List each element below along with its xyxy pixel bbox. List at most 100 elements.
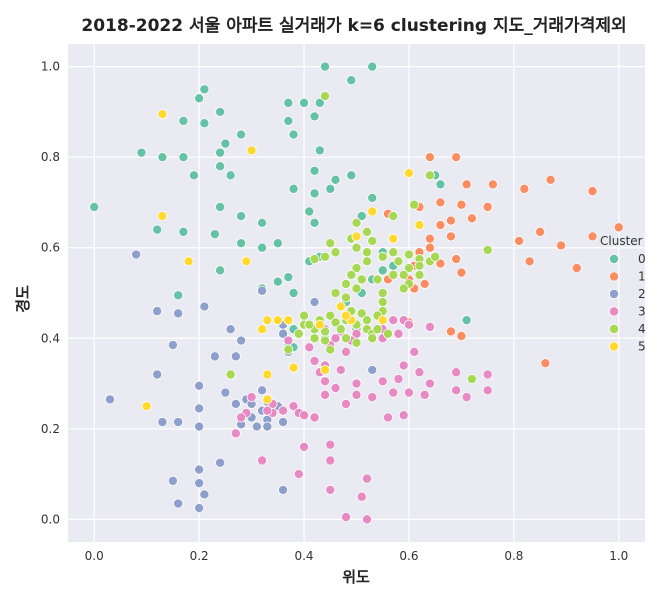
data-point (545, 174, 556, 185)
data-point (257, 385, 268, 396)
data-point (320, 389, 331, 400)
data-point (304, 206, 315, 217)
data-point (262, 315, 273, 326)
y-axis-ticks: 0.0 0.2 0.4 0.6 0.8 1.0 (41, 60, 60, 527)
data-point (587, 231, 598, 242)
legend-marker (609, 341, 620, 352)
data-point (409, 346, 420, 357)
data-point (466, 213, 477, 224)
data-point (194, 478, 205, 489)
data-point (377, 251, 388, 262)
data-point (451, 152, 462, 163)
data-point (173, 290, 184, 301)
data-point (341, 292, 352, 303)
data-point (419, 389, 430, 400)
data-point (220, 387, 231, 398)
data-point (351, 242, 362, 253)
data-point (351, 231, 362, 242)
data-point (351, 263, 362, 274)
data-point (424, 242, 435, 253)
data-point (230, 351, 241, 362)
data-point (262, 421, 273, 432)
data-point (414, 269, 425, 280)
data-point (341, 346, 352, 357)
data-point (220, 138, 231, 149)
data-point (377, 376, 388, 387)
data-point (246, 392, 257, 403)
data-point (215, 265, 226, 276)
data-point (257, 285, 268, 296)
data-point (519, 183, 530, 194)
data-point (262, 394, 273, 405)
data-point (361, 226, 372, 237)
data-point (414, 260, 425, 271)
data-point (309, 297, 320, 308)
data-point (288, 183, 299, 194)
data-point (314, 145, 325, 156)
data-point (320, 335, 331, 346)
data-point (230, 398, 241, 409)
data-point (178, 226, 189, 237)
data-point (257, 324, 268, 335)
data-point (320, 251, 331, 262)
data-point (167, 475, 178, 486)
data-point (178, 115, 189, 126)
data-point (167, 340, 178, 351)
data-point (309, 217, 320, 228)
legend-entry: 4 (638, 322, 646, 336)
data-point (288, 129, 299, 140)
data-point (403, 263, 414, 274)
data-point (325, 455, 336, 466)
data-point (335, 364, 346, 375)
data-point (309, 111, 320, 122)
legend-entry: 3 (638, 305, 646, 319)
data-point (388, 387, 399, 398)
data-point (351, 283, 362, 294)
data-point (309, 355, 320, 366)
data-point (225, 170, 236, 181)
data-point (278, 405, 289, 416)
data-point (424, 170, 435, 181)
data-point (351, 389, 362, 400)
data-point (194, 421, 205, 432)
data-point (430, 251, 441, 262)
data-point (556, 240, 567, 251)
data-point (346, 75, 357, 86)
data-point (173, 417, 184, 428)
data-point (199, 489, 210, 500)
data-point (215, 106, 226, 117)
data-point (341, 278, 352, 289)
data-point (262, 405, 273, 416)
data-point (241, 256, 252, 267)
data-point (325, 238, 336, 249)
data-point (424, 378, 435, 389)
data-point (346, 269, 357, 280)
data-point (388, 269, 399, 280)
data-point (341, 398, 352, 409)
data-point (89, 201, 100, 212)
data-point (299, 310, 310, 321)
data-point (403, 319, 414, 330)
y-tick-label: 0.8 (41, 150, 60, 164)
x-axis-ticks: 0.0 0.2 0.4 0.6 0.8 1.0 (85, 549, 629, 563)
data-point (367, 364, 378, 375)
data-point (283, 115, 294, 126)
data-point (445, 215, 456, 226)
data-point (435, 220, 446, 231)
data-point (309, 254, 320, 265)
data-point (372, 274, 383, 285)
data-point (178, 152, 189, 163)
y-tick-label: 0.4 (41, 331, 60, 345)
data-point (356, 274, 367, 285)
data-point (278, 328, 289, 339)
data-point (482, 244, 493, 255)
data-point (325, 183, 336, 194)
data-point (199, 301, 210, 312)
data-point (320, 364, 331, 375)
data-point (356, 211, 367, 222)
series-cluster-4 (225, 91, 493, 385)
data-point (330, 247, 341, 258)
data-point (236, 335, 247, 346)
data-point (330, 174, 341, 185)
data-point (131, 249, 142, 260)
